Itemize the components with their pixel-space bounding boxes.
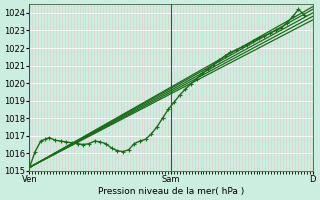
X-axis label: Pression niveau de la mer( hPa ): Pression niveau de la mer( hPa ) — [98, 187, 244, 196]
